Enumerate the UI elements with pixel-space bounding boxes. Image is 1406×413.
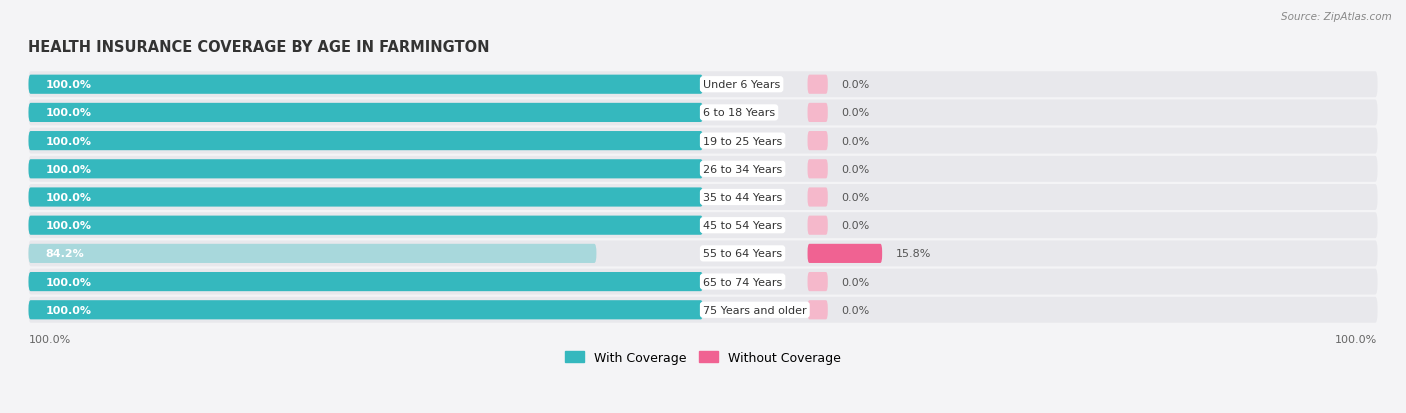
FancyBboxPatch shape [28, 297, 1378, 323]
FancyBboxPatch shape [28, 104, 703, 123]
FancyBboxPatch shape [28, 301, 703, 320]
Text: 100.0%: 100.0% [45, 136, 91, 146]
FancyBboxPatch shape [28, 132, 703, 151]
FancyBboxPatch shape [807, 272, 828, 292]
Text: 0.0%: 0.0% [841, 136, 869, 146]
Text: 100.0%: 100.0% [28, 334, 70, 344]
FancyBboxPatch shape [807, 160, 828, 179]
FancyBboxPatch shape [28, 128, 1378, 154]
Legend: With Coverage, Without Coverage: With Coverage, Without Coverage [561, 346, 845, 369]
Text: 0.0%: 0.0% [841, 80, 869, 90]
Text: HEALTH INSURANCE COVERAGE BY AGE IN FARMINGTON: HEALTH INSURANCE COVERAGE BY AGE IN FARM… [28, 40, 489, 55]
Text: 75 Years and older: 75 Years and older [703, 305, 807, 315]
FancyBboxPatch shape [28, 188, 703, 207]
FancyBboxPatch shape [28, 157, 1378, 182]
FancyBboxPatch shape [28, 241, 1378, 267]
FancyBboxPatch shape [28, 160, 703, 179]
Text: 84.2%: 84.2% [45, 249, 84, 259]
Text: Source: ZipAtlas.com: Source: ZipAtlas.com [1281, 12, 1392, 22]
FancyBboxPatch shape [807, 188, 828, 207]
FancyBboxPatch shape [28, 269, 1378, 295]
FancyBboxPatch shape [28, 244, 596, 263]
FancyBboxPatch shape [807, 132, 828, 151]
Text: 45 to 54 Years: 45 to 54 Years [703, 221, 782, 230]
Text: 35 to 44 Years: 35 to 44 Years [703, 192, 782, 202]
Text: 55 to 64 Years: 55 to 64 Years [703, 249, 782, 259]
Text: 15.8%: 15.8% [896, 249, 931, 259]
FancyBboxPatch shape [28, 76, 703, 95]
FancyBboxPatch shape [28, 216, 703, 235]
Text: 100.0%: 100.0% [1336, 334, 1378, 344]
Text: 65 to 74 Years: 65 to 74 Years [703, 277, 782, 287]
FancyBboxPatch shape [807, 104, 828, 123]
FancyBboxPatch shape [28, 72, 1378, 98]
Text: 6 to 18 Years: 6 to 18 Years [703, 108, 775, 118]
Text: 0.0%: 0.0% [841, 108, 869, 118]
Text: 100.0%: 100.0% [45, 108, 91, 118]
FancyBboxPatch shape [807, 76, 828, 95]
Text: 100.0%: 100.0% [45, 305, 91, 315]
FancyBboxPatch shape [28, 185, 1378, 211]
FancyBboxPatch shape [807, 244, 882, 263]
Text: 0.0%: 0.0% [841, 192, 869, 202]
Text: 100.0%: 100.0% [45, 277, 91, 287]
FancyBboxPatch shape [28, 213, 1378, 239]
Text: 19 to 25 Years: 19 to 25 Years [703, 136, 782, 146]
Text: 100.0%: 100.0% [45, 80, 91, 90]
FancyBboxPatch shape [807, 216, 828, 235]
Text: 0.0%: 0.0% [841, 164, 869, 174]
Text: 0.0%: 0.0% [841, 305, 869, 315]
Text: 0.0%: 0.0% [841, 221, 869, 230]
Text: 26 to 34 Years: 26 to 34 Years [703, 164, 782, 174]
FancyBboxPatch shape [28, 272, 703, 292]
Text: 0.0%: 0.0% [841, 277, 869, 287]
FancyBboxPatch shape [28, 100, 1378, 126]
Text: 100.0%: 100.0% [45, 164, 91, 174]
Text: 100.0%: 100.0% [45, 221, 91, 230]
Text: Under 6 Years: Under 6 Years [703, 80, 780, 90]
Text: 100.0%: 100.0% [45, 192, 91, 202]
FancyBboxPatch shape [807, 301, 828, 320]
